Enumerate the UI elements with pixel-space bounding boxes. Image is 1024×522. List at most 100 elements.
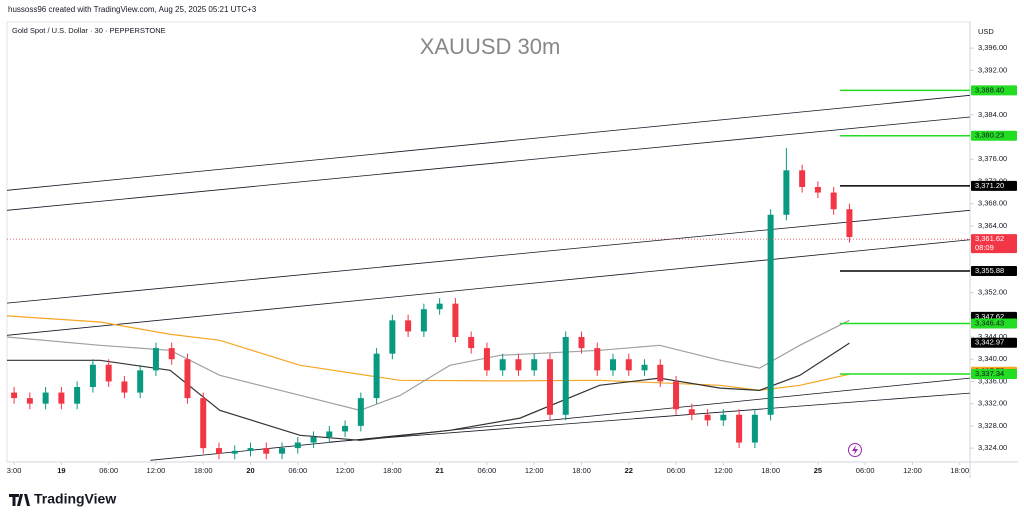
candle-body — [11, 392, 18, 399]
candle-body — [783, 170, 790, 215]
price-tag — [971, 180, 1017, 191]
credit: hussoss96 created with TradingView.com, … — [8, 5, 257, 14]
price-tag-label: 3,388.40 — [975, 85, 1004, 94]
x-tick-label: 06:00 — [667, 466, 686, 475]
candle-body — [546, 359, 553, 415]
candle-body — [673, 381, 680, 410]
y-tick-label: 3,396.00 — [978, 43, 1007, 52]
y-tick-label: 3,332.00 — [978, 399, 1007, 408]
candle-body — [105, 364, 112, 382]
x-tick-label: 06:00 — [288, 466, 307, 475]
chart-title: XAUUSD 30m — [420, 34, 561, 59]
candle-body — [389, 320, 396, 354]
price-tag-label: 3,337.34 — [975, 369, 1004, 378]
candle-body — [594, 348, 601, 371]
candle-body — [89, 364, 96, 387]
x-tick-label: 06:00 — [99, 466, 118, 475]
candle-body — [767, 214, 774, 415]
current-price-label: 3,361.62 — [975, 234, 1004, 243]
candle-body — [247, 448, 254, 451]
candle-body — [562, 337, 569, 415]
candle-body — [483, 348, 490, 371]
candle-body — [121, 381, 128, 393]
x-tick-label: 12:00 — [714, 466, 733, 475]
x-tick-label: 18:00 — [572, 466, 591, 475]
lightning-icon — [848, 443, 862, 457]
candle-body — [168, 348, 175, 360]
candle-body — [294, 442, 301, 449]
x-tick-label: 12:00 — [336, 466, 355, 475]
x-tick-label: 19 — [57, 466, 65, 475]
candle-body — [751, 414, 758, 443]
plot-frame — [6, 21, 971, 463]
x-tick-label: 12:00 — [903, 466, 922, 475]
candle-body — [231, 450, 238, 454]
symbol-info: Gold Spot / U.S. Dollar · 30 · PEPPERSTO… — [12, 26, 166, 35]
moving-average — [6, 315, 850, 391]
price-tag-label: 3,347.62 — [975, 312, 1004, 321]
candle-body — [468, 337, 475, 349]
candle-body — [688, 409, 695, 415]
moving-average — [6, 319, 850, 411]
y-tick-label: 3,364.00 — [978, 221, 1007, 230]
candle-body — [436, 303, 443, 310]
countdown: 08:09 — [975, 243, 994, 252]
price-tag-label: 3,342.97 — [975, 338, 1004, 347]
x-tick-label: 12:00 — [525, 466, 544, 475]
candle-body — [74, 387, 81, 404]
x-tick-label: 12:00 — [147, 466, 166, 475]
candle-body — [452, 303, 459, 337]
y-tick-label: 3,324.00 — [978, 443, 1007, 452]
price-tag — [971, 337, 1017, 348]
x-tick-label: 3:00 — [7, 466, 22, 475]
candle-body — [720, 414, 727, 421]
y-tick-label: 3,352.00 — [978, 288, 1007, 297]
price-tag — [971, 266, 1017, 276]
candle-body — [531, 359, 538, 371]
candle-body — [326, 431, 333, 437]
candle-body — [814, 187, 821, 193]
trend-line — [6, 239, 971, 336]
candle-body — [420, 309, 427, 332]
candle-body — [610, 359, 617, 371]
currency: USD — [978, 27, 994, 36]
x-tick-label: 18:00 — [950, 466, 969, 475]
candle-body — [499, 359, 506, 371]
candle-body — [215, 448, 222, 454]
candle-body — [263, 448, 270, 454]
x-tick-label: 18:00 — [761, 466, 780, 475]
price-tag — [971, 85, 1017, 96]
candle-body — [58, 392, 65, 404]
candle-body — [641, 364, 648, 371]
candle-body — [736, 414, 743, 443]
price-tag-label: 3,380.23 — [975, 131, 1004, 140]
candle-body — [357, 398, 364, 426]
candle-body — [26, 398, 33, 404]
x-tick-label: 06:00 — [478, 466, 497, 475]
price-tag-label: 3,355.88 — [975, 266, 1004, 275]
price-tag — [971, 369, 1017, 379]
y-tick-label: 3,328.00 — [978, 421, 1007, 430]
candle-body — [578, 337, 585, 349]
moving-average — [7, 342, 850, 441]
x-tick-label: 20 — [246, 466, 254, 475]
candle-body — [310, 437, 317, 443]
trend-line — [150, 377, 971, 461]
y-tick-label: 3,344.00 — [978, 332, 1007, 341]
y-tick-label: 3,336.00 — [978, 376, 1007, 385]
x-tick-label: 18:00 — [383, 466, 402, 475]
watermark-logo: TradingView — [9, 491, 116, 507]
candle-body — [279, 448, 286, 454]
trend-line — [330, 392, 971, 443]
candle-body — [704, 414, 711, 421]
x-tick-label: 06:00 — [856, 466, 875, 475]
candle-body — [200, 398, 207, 449]
y-tick-label: 3,340.00 — [978, 354, 1007, 363]
candle-body — [42, 392, 49, 404]
candle-body — [515, 359, 522, 371]
candle-body — [799, 170, 806, 187]
y-tick-label: 3,392.00 — [978, 65, 1007, 74]
trend-line — [6, 209, 971, 304]
candle-body — [137, 370, 144, 393]
